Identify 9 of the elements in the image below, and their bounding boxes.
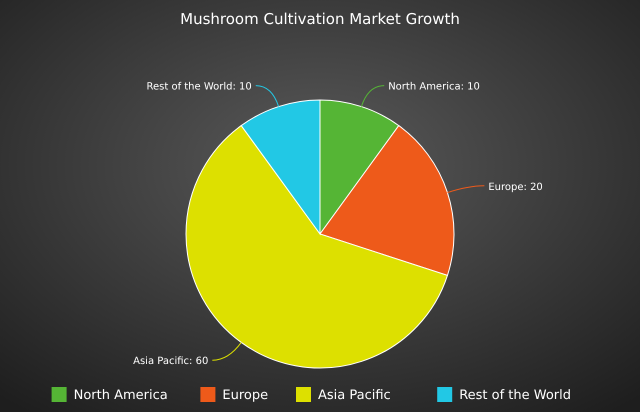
- data-label: Europe: 20: [488, 182, 543, 193]
- data-label: Asia Pacific: 60: [133, 356, 208, 368]
- legend-label: Rest of the World: [459, 388, 572, 403]
- legend-label: North America: [74, 388, 168, 403]
- legend-label: Europe: [222, 388, 268, 403]
- chart-title: Mushroom Cultivation Market Growth: [180, 10, 460, 28]
- data-label: Rest of the World: 10: [146, 82, 252, 93]
- data-label: North America: 10: [388, 82, 480, 93]
- slice-label: Asia Pacific: [318, 388, 391, 403]
